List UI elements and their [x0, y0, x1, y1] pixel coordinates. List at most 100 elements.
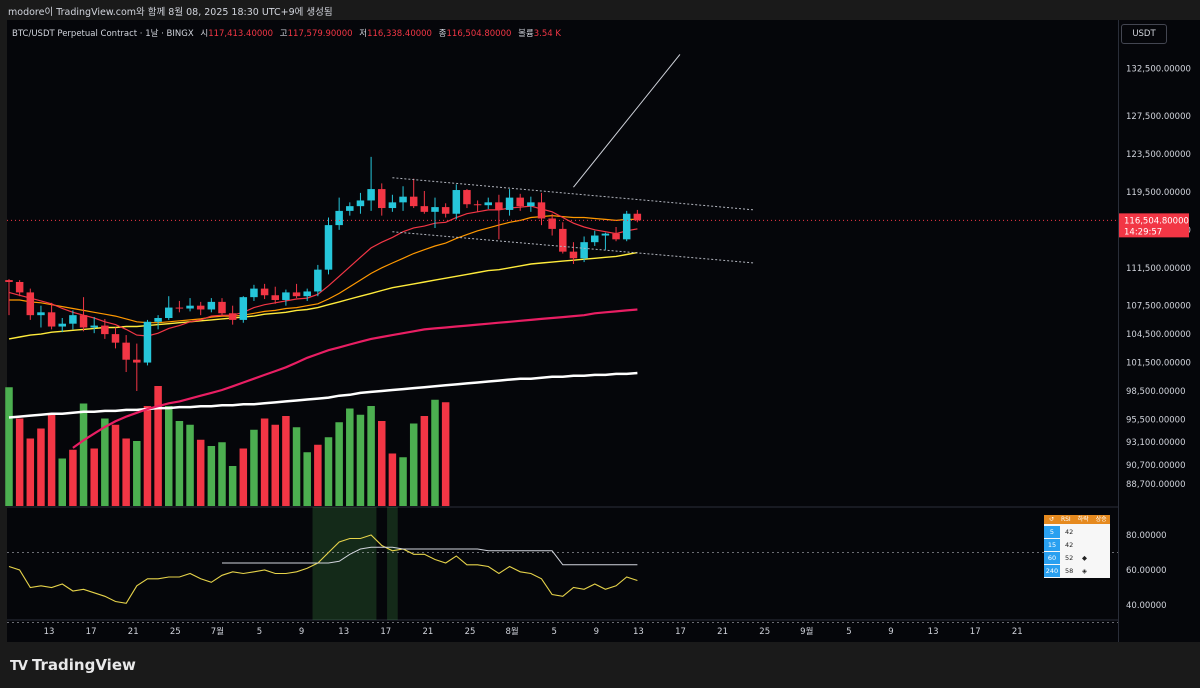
candle-body: [292, 292, 301, 297]
time-axis-label: 21: [422, 627, 433, 637]
price-axis-label: 101,500.00000: [1126, 359, 1191, 369]
last-price-label: 116,504.80000: [1124, 216, 1189, 226]
candle-body: [303, 291, 311, 297]
tradingview-logo-icon: TV: [10, 659, 28, 674]
rsi-highlight-zone: [387, 507, 398, 620]
ema-long-line: [8, 251, 638, 340]
volume-bar: [378, 421, 386, 506]
price-axis-label: 111,500.00000: [1126, 264, 1191, 274]
volume-bar: [218, 442, 226, 506]
volume-bar: [143, 406, 152, 506]
rsi-table-header-reset: ↺: [1049, 516, 1055, 523]
candle-body: [388, 202, 397, 209]
candle-body: [175, 307, 184, 309]
rsi-table: ↺ RSI 하락 상승 5 42 15 42 60 52 ◆ 240 58 ◈: [1044, 515, 1110, 578]
volume-bar: [367, 406, 375, 506]
legend-open: 117,413.40000: [208, 29, 274, 39]
volume-bar: [292, 427, 301, 506]
ema-short-line: [8, 205, 638, 337]
volume-bar: [186, 424, 194, 506]
rsi-marker: ◈: [1082, 567, 1087, 575]
candle-body: [58, 323, 66, 327]
drawings-layer: [7, 54, 1118, 264]
time-axis-label: 17: [380, 627, 391, 637]
price-axis-label: 104,500.00000: [1126, 330, 1191, 340]
currency-button[interactable]: USDT: [1121, 24, 1167, 44]
price-axis-panel[interactable]: [1118, 20, 1200, 642]
volume-bar: [79, 403, 88, 506]
price-axis-label: 90,700.00000: [1126, 461, 1185, 471]
candle-body: [495, 202, 503, 210]
time-axis-label: 5: [551, 627, 556, 637]
volume-bar: [409, 423, 418, 506]
candle-body: [622, 213, 631, 240]
legend-open-label: 시: [200, 29, 209, 39]
price-axis-label: 119,500.00000: [1126, 188, 1191, 198]
candle-body: [409, 196, 418, 207]
candle-body: [165, 307, 173, 318]
rsi-layer: [7, 534, 1118, 623]
legend-close: 116,504.80000: [446, 29, 512, 39]
candle-body: [111, 334, 120, 343]
price-axis-label: 98,500.00000: [1126, 387, 1185, 397]
rsi-table-header: ↺ RSI 하락 상승: [1044, 515, 1110, 524]
candle-body: [15, 281, 24, 293]
time-axis-label: 9: [888, 627, 893, 637]
candle-body: [122, 342, 130, 360]
legend-high-label: 고: [279, 29, 288, 39]
time-axis-label: 13: [338, 627, 349, 637]
time-axis-label: 21: [128, 627, 139, 637]
candle-body: [346, 206, 354, 211]
last-price-tag: [1119, 213, 1189, 238]
candle-body: [69, 315, 77, 324]
candle-body: [133, 359, 141, 363]
volume-bar: [154, 386, 162, 506]
candle-body: [282, 292, 290, 300]
candle-body: [420, 206, 429, 212]
volume-bar: [388, 453, 397, 506]
candle-body: [505, 197, 514, 210]
time-axis-label: 17: [970, 627, 981, 637]
rsi-table-row: 240 58 ◈: [1044, 565, 1110, 578]
candle-body: [463, 190, 471, 205]
rsi-value: 42: [1065, 541, 1074, 549]
channel-bottom-line: [392, 231, 755, 264]
volume-bar: [175, 421, 184, 506]
volume-bar: [101, 418, 109, 506]
rsi-axis-label: 80.00000: [1126, 531, 1167, 541]
time-axis-label: 13: [633, 627, 644, 637]
candles-layer: [5, 156, 642, 391]
rsi-line: [8, 534, 638, 604]
candle-body: [399, 196, 407, 203]
rsi-table-header-down: 하락: [1077, 516, 1089, 523]
candle-body: [218, 301, 226, 314]
candle-body: [367, 189, 375, 201]
grid-layer: [7, 506, 1118, 621]
volume-bar: [271, 424, 279, 506]
candle-body: [378, 189, 386, 209]
time-axis-label: 21: [1012, 627, 1023, 637]
volume-bar: [346, 408, 354, 506]
rsi-value: 52: [1065, 554, 1074, 562]
tradingview-brand[interactable]: TV TradingView: [10, 656, 136, 674]
legend-low-label: 저: [359, 29, 368, 39]
legend-symbol: BTC/USDT Perpetual Contract · 1날 · BINGX: [12, 29, 194, 39]
legend-low: 116,338.40000: [367, 29, 432, 39]
header-text: modore이 TradingView.com와 함께 8월 08, 2025 …: [8, 7, 333, 18]
volume-bar: [196, 439, 205, 506]
candle-body: [47, 312, 56, 327]
candle-body: [356, 200, 365, 207]
volume-bar: [260, 418, 269, 506]
time-axis-label: 13: [44, 627, 55, 637]
chart-frame[interactable]: [7, 20, 1118, 642]
volume-bar: [90, 448, 98, 506]
rsi-axis-label: 60.00000: [1126, 566, 1167, 576]
volume-bar: [26, 438, 35, 506]
volume-bar: [441, 402, 450, 506]
time-axis-label: 9: [299, 627, 304, 637]
ema-100-line: [72, 308, 638, 449]
volume-bar: [133, 441, 141, 506]
rsi-marker: ◆: [1082, 554, 1087, 562]
candle-body: [441, 207, 450, 214]
